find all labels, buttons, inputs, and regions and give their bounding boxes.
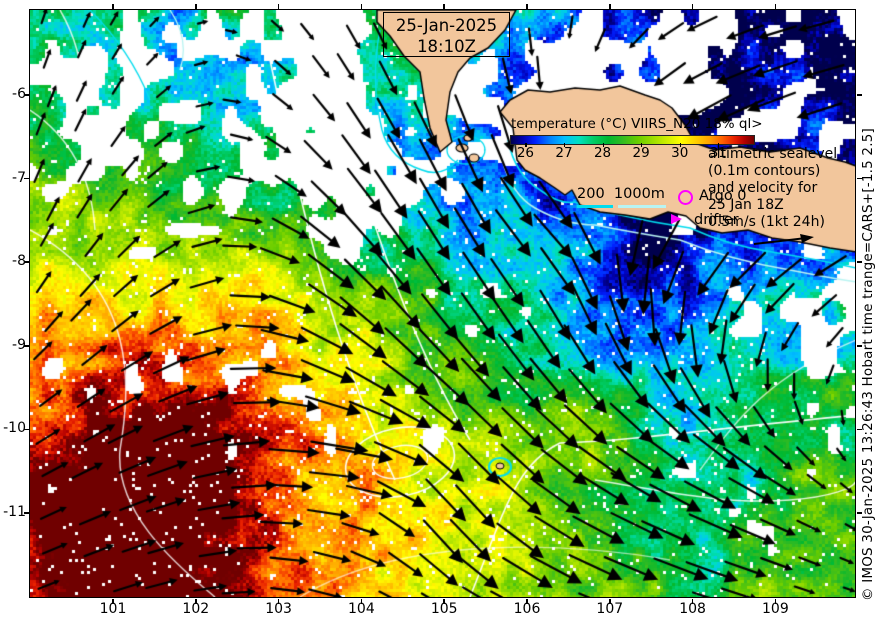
- sst-map-canvas[interactable]: [29, 9, 855, 597]
- annotation-block: altimetric sealevel (0.1m contours) and …: [708, 146, 837, 231]
- axis-tick: [195, 3, 197, 9]
- x-tick-label: 105: [430, 601, 458, 617]
- imos-credit-text: © IMOS 30-Jan-2025 13:26:43 Hobart time …: [860, 128, 876, 601]
- y-tick-label: -7: [12, 169, 26, 186]
- x-tick-label: 106: [513, 601, 541, 617]
- axis-tick: [526, 3, 528, 9]
- map-plot-frame: [28, 8, 856, 598]
- annotation-line: and velocity for: [708, 180, 818, 196]
- axis-tick: [23, 512, 29, 514]
- colorbar-tick-mark: [564, 143, 566, 147]
- date-label: 25-Jan-2025: [395, 16, 498, 35]
- isobath-1000-label: 1000m: [613, 186, 665, 202]
- isobath-200-label: 200: [577, 186, 605, 202]
- axis-tick: [856, 261, 862, 263]
- annotation-line: (0.1m contours): [708, 163, 821, 179]
- y-tick-label: -10: [3, 420, 26, 437]
- annotation-line: 25 Jan 18Z: [708, 197, 784, 213]
- annotation-line: 0.5m/s (1kt 24h): [708, 214, 825, 230]
- axis-tick: [23, 428, 29, 431]
- axis-tick: [691, 598, 694, 604]
- x-tick-label: 101: [99, 601, 127, 617]
- colorbar-tick-mark: [602, 143, 604, 147]
- drifter-arrow-icon: [671, 214, 682, 224]
- colorbar-tick-mark: [525, 143, 527, 147]
- colorbar-tick-label: 26: [516, 145, 535, 161]
- colorbar-tick-label: 30: [671, 145, 689, 161]
- isobath-1000-swatch: [618, 205, 666, 208]
- y-tick-label: -8: [12, 253, 26, 270]
- colorbar-title: temperature (°C) VIIRS_N20 18% ql>: [511, 116, 763, 132]
- y-tick-label: -6: [12, 86, 26, 102]
- axis-tick: [23, 177, 29, 180]
- drifter-legend-label: drifter: [694, 212, 739, 228]
- axis-tick: [195, 598, 197, 604]
- axis-tick: [23, 345, 29, 347]
- axis-tick: [856, 345, 862, 347]
- axis-tick: [360, 598, 363, 604]
- axis-tick: [609, 598, 611, 604]
- axis-tick: [856, 94, 862, 96]
- axis-tick: [774, 3, 777, 9]
- axis-tick: [856, 177, 862, 180]
- axis-tick: [691, 3, 694, 9]
- argo-float-icon: [678, 190, 693, 205]
- x-tick-label: 103: [265, 601, 292, 617]
- colorbar-tick-label: 27: [555, 145, 573, 161]
- axis-tick: [112, 3, 114, 9]
- velocity-scale-arrow-icon: [753, 234, 814, 245]
- x-tick-label: 107: [596, 601, 624, 617]
- x-tick-label: 102: [182, 601, 210, 617]
- colorbar-tick-label: 29: [632, 145, 650, 161]
- axis-tick: [112, 598, 114, 604]
- colorbar-tick-label: 31: [709, 145, 727, 161]
- axis-tick: [277, 3, 280, 9]
- argo-legend-label: Argo 0: [699, 188, 747, 204]
- axis-tick: [277, 598, 280, 604]
- annotation-line: altimetric sealevel: [708, 146, 838, 162]
- axis-tick: [443, 3, 445, 9]
- axis-tick: [609, 3, 611, 9]
- axis-tick: [23, 261, 29, 263]
- x-tick-label: 108: [679, 601, 706, 617]
- y-tick-label: -11: [3, 504, 26, 520]
- isobath-200-swatch: [577, 205, 613, 208]
- x-tick-label: 109: [762, 601, 789, 617]
- axis-tick: [856, 512, 862, 514]
- temperature-colorbar: [510, 135, 755, 145]
- axis-tick: [856, 428, 862, 431]
- axis-tick: [774, 598, 777, 604]
- axis-tick: [360, 3, 363, 9]
- y-tick-label: -9: [12, 336, 26, 353]
- isobath-legend: 200 1000m: [577, 186, 665, 202]
- time-label: 18:10Z: [417, 37, 476, 56]
- colorbar-tick-mark: [641, 143, 643, 147]
- x-tick-label: 104: [348, 601, 375, 617]
- date-label-box: 25-Jan-2025 18:10Z: [383, 12, 510, 57]
- colorbar-tick-label: 28: [593, 145, 612, 161]
- colorbar-tick-mark: [718, 143, 720, 147]
- axis-tick: [526, 598, 528, 604]
- axis-tick: [23, 94, 29, 96]
- colorbar-tick-mark: [679, 143, 681, 147]
- axis-tick: [443, 598, 445, 604]
